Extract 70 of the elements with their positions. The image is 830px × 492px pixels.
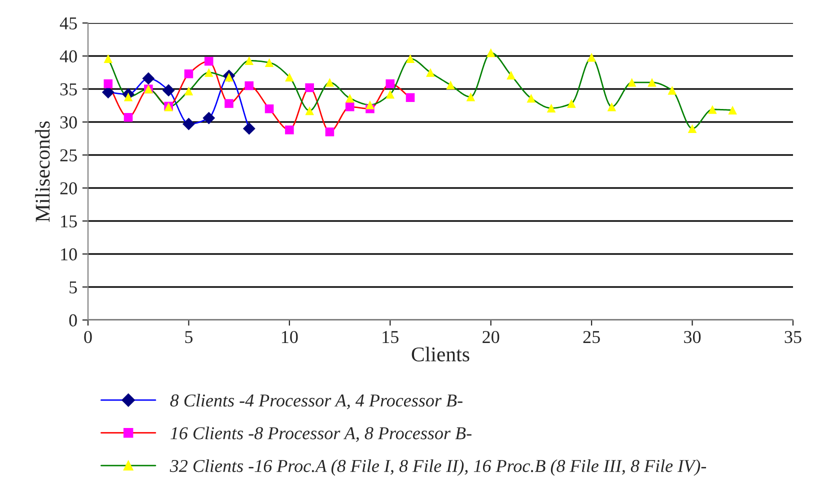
point xyxy=(567,99,576,108)
point xyxy=(426,68,435,77)
point xyxy=(325,78,334,87)
point xyxy=(486,48,496,58)
point xyxy=(184,86,194,96)
point xyxy=(607,102,616,112)
point xyxy=(104,54,113,64)
point xyxy=(204,68,214,77)
point xyxy=(728,106,737,115)
point xyxy=(264,58,274,67)
point xyxy=(264,104,274,114)
point xyxy=(244,56,254,66)
x-tick-label: 30 xyxy=(684,330,701,344)
point xyxy=(526,94,536,103)
y-tick-label: 10 xyxy=(61,248,77,260)
point xyxy=(184,69,194,78)
point xyxy=(162,84,175,97)
point xyxy=(305,106,314,116)
y-tick-label: 35 xyxy=(60,83,77,96)
point xyxy=(345,94,354,103)
point xyxy=(668,86,677,95)
point xyxy=(546,104,556,113)
point xyxy=(285,72,294,82)
y-tick-label: 45 xyxy=(60,17,77,30)
point xyxy=(406,54,415,64)
x-axis-title: Clients xyxy=(412,346,470,362)
point xyxy=(648,78,656,87)
legend-label: 8 Clients -4 Processor A, 4 Processor B- xyxy=(170,394,462,410)
point xyxy=(202,112,216,124)
point xyxy=(386,90,395,99)
x-tick-label: 35 xyxy=(784,330,802,344)
point xyxy=(708,105,717,114)
point xyxy=(406,93,415,102)
y-tick-label: 30 xyxy=(60,116,77,128)
y-tick-label: 5 xyxy=(70,281,77,294)
y-tick-label: 40 xyxy=(60,50,77,62)
point xyxy=(366,100,374,110)
x-tick-label: 25 xyxy=(583,330,600,344)
point xyxy=(506,70,516,80)
point xyxy=(325,128,334,136)
point xyxy=(345,102,354,112)
x-tick-label: 15 xyxy=(382,331,398,344)
point xyxy=(285,126,294,134)
y-axis-title: Miliseconds xyxy=(35,121,50,222)
y-tick-label: 15 xyxy=(61,215,77,228)
y-tick-label: 25 xyxy=(60,149,77,162)
point xyxy=(446,80,455,90)
point xyxy=(124,112,133,122)
point xyxy=(386,79,395,88)
point xyxy=(224,99,234,108)
point xyxy=(104,79,113,88)
point xyxy=(627,78,636,87)
x-tick-label: 0 xyxy=(84,330,92,344)
x-tick-label: 10 xyxy=(282,330,298,344)
point xyxy=(587,52,596,62)
point xyxy=(204,56,214,66)
legend-label: 16 Clients -8 Processor A, 8 Processor B- xyxy=(170,426,472,442)
x-tick-label: 20 xyxy=(482,330,500,344)
x-tick-label: 5 xyxy=(185,331,193,344)
point xyxy=(242,122,256,135)
point xyxy=(305,83,314,92)
y-tick-label: 20 xyxy=(60,182,77,194)
point xyxy=(244,81,254,90)
point xyxy=(688,124,697,133)
point xyxy=(124,92,133,102)
point xyxy=(182,118,195,130)
y-tick-label: 0 xyxy=(69,314,77,326)
point xyxy=(142,72,155,85)
point xyxy=(466,92,476,102)
legend-label: 32 Clients -16 Proc.A (8 File I, 8 File II), 16 Proc.B (8 File III, 8 File IV)- xyxy=(170,459,706,476)
